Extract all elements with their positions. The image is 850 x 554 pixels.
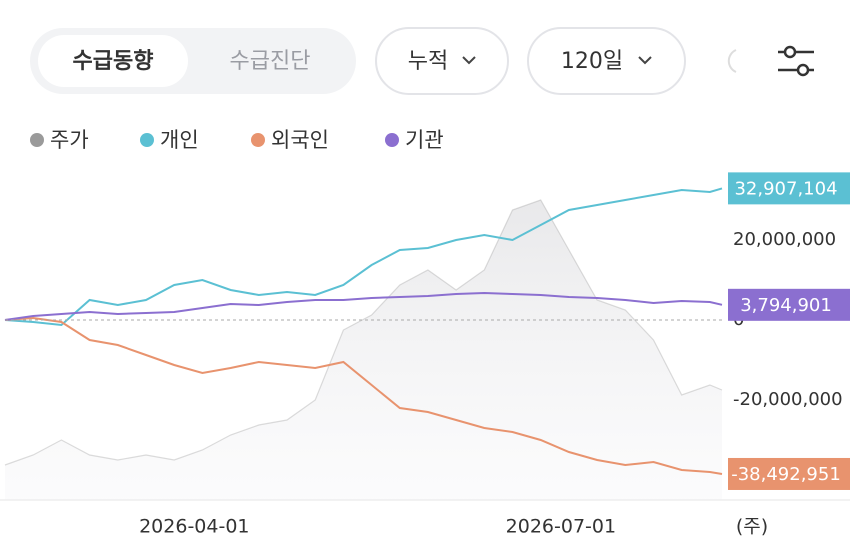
price-line (4, 199, 723, 466)
value-label: 3,794,901 (740, 295, 832, 316)
settings-icon[interactable] (778, 45, 814, 77)
tab[interactable]: 수급동향 (73, 49, 154, 74)
legend-label: 기관 (405, 128, 444, 152)
value-label-box (728, 172, 850, 205)
series-line (4, 316, 723, 475)
dropdown[interactable] (527, 27, 686, 95)
value-label-box (728, 288, 850, 321)
value-label: -38,492,951 (731, 464, 841, 485)
legend-label: 주가 (50, 128, 89, 152)
dropdown-label: 누적 (408, 49, 448, 74)
value-label-box (728, 457, 850, 490)
value-label: 32,907,104 (734, 178, 837, 199)
x-unit-label: (주) (736, 516, 768, 538)
chevron (462, 56, 476, 65)
x-tick-label: 2026-07-01 (506, 516, 616, 538)
partial-button[interactable] (727, 49, 737, 73)
series-line (4, 291, 723, 321)
legend-label: 외국인 (271, 128, 329, 152)
dropdown[interactable] (375, 27, 509, 95)
legend-label: 개인 (160, 128, 199, 152)
y-tick-label: 20,000,000 (733, 229, 836, 250)
tab-selected[interactable] (38, 35, 188, 87)
legend-dot (251, 133, 265, 147)
legend-dot (140, 133, 154, 147)
plot (4, 187, 723, 500)
price-area (5, 200, 722, 500)
x-tick-label: 2026-04-01 (139, 516, 249, 538)
legend-dot (385, 133, 399, 147)
y-tick-label: -20,000,000 (733, 389, 843, 410)
chevron (638, 56, 652, 65)
dropdown-label: 120일 (561, 49, 623, 74)
series-line (4, 187, 723, 327)
legend-dot (30, 133, 44, 147)
tab[interactable]: 수급진단 (230, 49, 311, 74)
